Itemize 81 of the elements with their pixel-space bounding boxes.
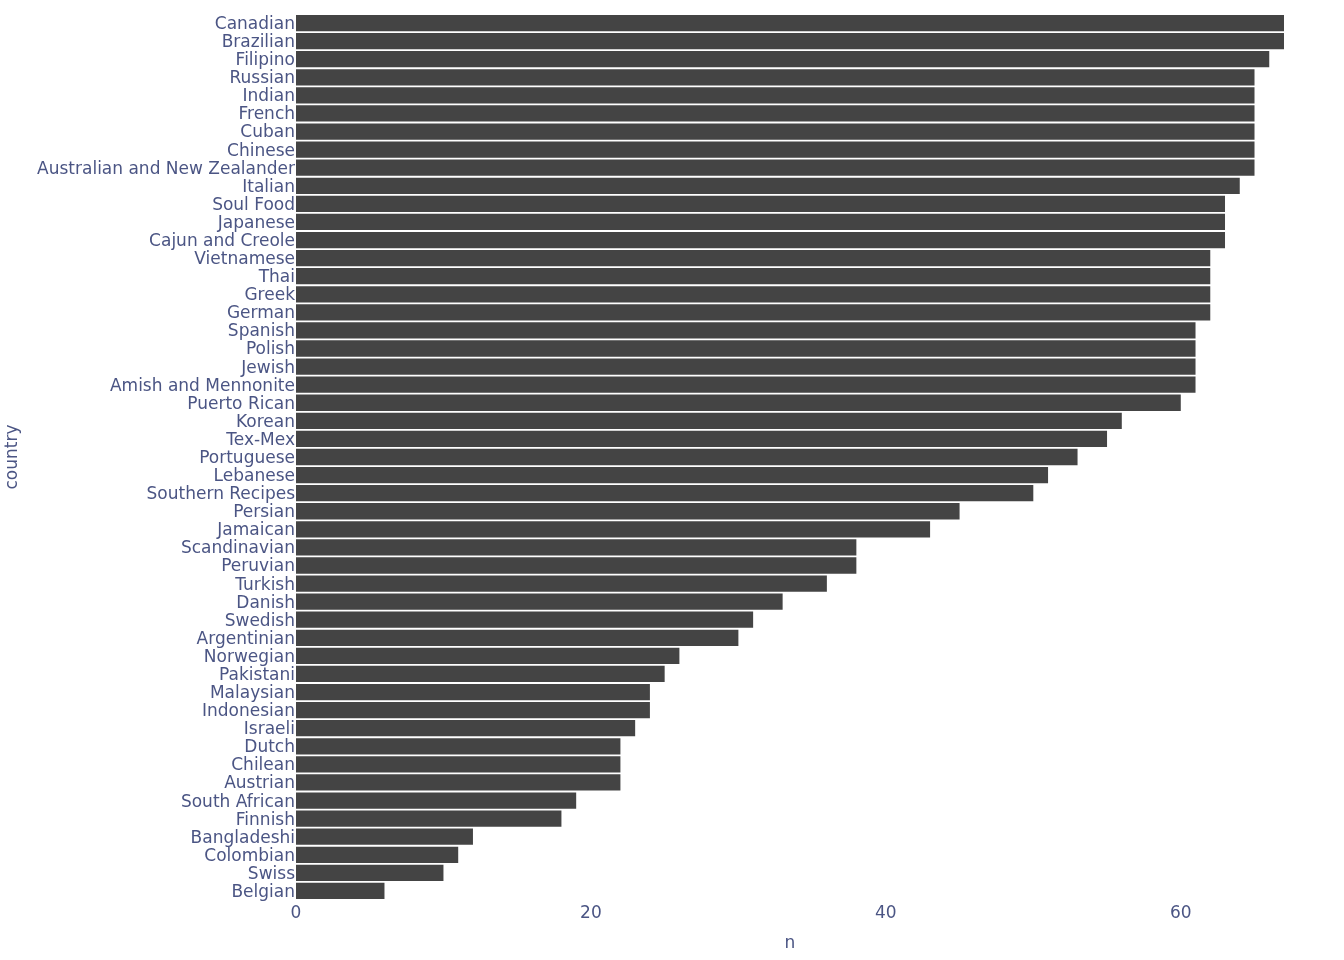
bar <box>296 51 1270 68</box>
x-axis-title: n <box>784 932 796 953</box>
bar <box>296 394 1181 411</box>
y-tick-label: Austrian <box>224 772 295 793</box>
bar <box>296 611 754 628</box>
bar <box>296 882 385 900</box>
y-tick-label: Polish <box>245 338 295 359</box>
bar <box>296 177 1240 194</box>
bar <box>296 448 1078 466</box>
y-tick-label: Puerto Rican <box>187 392 295 413</box>
y-tick-label: Danish <box>236 591 295 612</box>
y-tick-label: Australian and New Zealander <box>37 157 296 178</box>
x-tick-label: 20 <box>580 902 602 922</box>
bar <box>296 14 1284 32</box>
y-tick-label: Peruvian <box>221 555 295 576</box>
bar <box>296 683 650 701</box>
bar <box>296 810 562 827</box>
y-tick-label: Turkish <box>234 573 295 594</box>
y-tick-label: Filipino <box>235 49 295 70</box>
bar <box>296 304 1211 321</box>
bar <box>296 647 680 665</box>
y-tick-label: Cuban <box>240 121 295 142</box>
bar <box>296 629 739 646</box>
bar <box>296 593 783 610</box>
y-tick-label: Japanese <box>216 211 295 232</box>
y-tick-label: Brazilian <box>221 31 295 52</box>
bar <box>296 376 1196 393</box>
y-tick-label: Swedish <box>224 609 295 630</box>
bar <box>296 738 621 755</box>
bar <box>296 430 1108 448</box>
bar <box>296 268 1211 285</box>
y-tick-label: Canadian <box>214 12 295 33</box>
y-tick-label: Swiss <box>247 862 296 883</box>
y-tick-label: Argentinian <box>196 627 295 648</box>
y-tick-label: Thai <box>257 266 295 287</box>
y-tick-label: Soul Food <box>212 193 295 214</box>
y-tick-label: Portuguese <box>199 446 295 467</box>
y-tick-label: Indian <box>242 85 295 106</box>
y-tick-label: Belgian <box>231 880 295 901</box>
y-tick-label: South African <box>180 790 295 811</box>
y-tick-label: Korean <box>236 410 295 431</box>
bar <box>296 864 444 882</box>
y-tick-label: Tex-Mex <box>225 428 295 449</box>
y-tick-label: Jewish <box>240 356 295 377</box>
bar <box>296 466 1049 484</box>
y-tick-label: Italian <box>242 175 295 196</box>
y-tick-label: Spanish <box>227 320 295 341</box>
y-tick-label: Bangladeshi <box>190 826 295 847</box>
y-tick-label: Greek <box>244 284 296 305</box>
bar <box>296 828 473 845</box>
bar <box>296 249 1211 267</box>
y-tick-label: Dutch <box>244 736 295 757</box>
bar <box>296 412 1122 429</box>
y-tick-label: Malaysian <box>209 682 295 703</box>
y-tick-label: Jamaican <box>216 519 295 540</box>
y-tick-label: Chilean <box>231 754 295 775</box>
bar <box>296 665 665 683</box>
bar <box>296 159 1255 176</box>
bar <box>296 702 650 719</box>
bar <box>296 231 1226 249</box>
bar <box>296 846 459 863</box>
x-tick-label: 60 <box>1169 902 1192 922</box>
y-tick-label: Israeli <box>243 718 295 739</box>
y-tick-label: Vietnamese <box>194 248 295 269</box>
x-tick-label: 40 <box>875 902 897 922</box>
y-axis-title: country <box>0 424 21 490</box>
bar <box>296 213 1226 231</box>
y-tick-label: Finnish <box>235 808 295 829</box>
bar <box>296 286 1211 303</box>
bar <box>296 485 1034 502</box>
bar <box>296 720 636 737</box>
y-tick-label: Chinese <box>227 139 295 160</box>
bar <box>296 521 931 538</box>
y-tick-label: French <box>238 103 295 124</box>
y-tick-label: Southern Recipes <box>146 483 296 504</box>
bar <box>296 503 960 520</box>
y-tick-label: German <box>226 302 295 323</box>
bar <box>296 69 1255 86</box>
bar <box>296 32 1284 50</box>
x-tick-label: 0 <box>290 902 302 922</box>
bar <box>296 195 1226 212</box>
